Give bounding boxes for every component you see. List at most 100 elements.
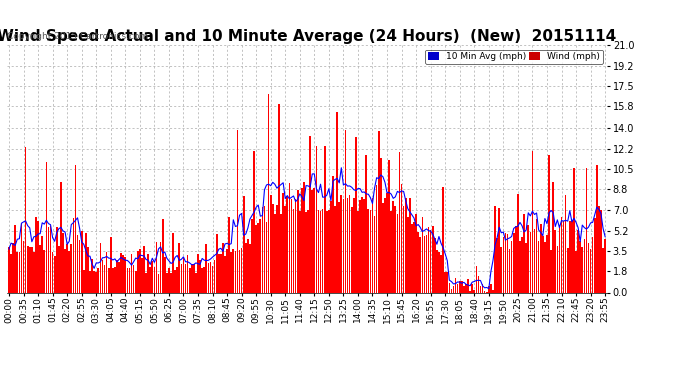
Bar [293,209,295,292]
Bar [48,227,49,292]
Bar [413,222,415,292]
Bar [168,268,170,292]
Bar [268,94,270,292]
Bar [130,254,132,292]
Bar [54,256,55,292]
Bar [438,252,440,292]
Bar [372,198,373,292]
Bar [266,222,268,292]
Bar [201,268,203,292]
Bar [465,284,466,292]
Bar [128,268,130,292]
Bar [442,187,444,292]
Bar [540,224,542,292]
Bar [488,286,490,292]
Bar [484,291,486,292]
Bar [95,272,97,292]
Bar [594,217,595,292]
Bar [91,259,93,292]
Bar [25,147,26,292]
Bar [270,195,272,292]
Bar [322,209,324,292]
Bar [290,199,293,292]
Bar [247,239,248,292]
Bar [52,252,53,292]
Bar [85,233,87,292]
Bar [517,194,519,292]
Bar [264,206,265,292]
Bar [467,279,469,292]
Bar [395,206,396,292]
Bar [228,217,230,292]
Bar [340,195,342,292]
Bar [332,176,334,292]
Bar [132,265,135,292]
Bar [451,289,452,292]
Bar [529,232,531,292]
Bar [301,188,303,292]
Bar [405,198,406,292]
Bar [588,243,589,292]
Bar [72,218,75,292]
Bar [519,241,521,292]
Bar [8,247,10,292]
Bar [218,254,219,292]
Bar [81,231,83,292]
Bar [187,255,188,292]
Bar [531,152,533,292]
Bar [596,165,598,292]
Bar [50,226,51,292]
Bar [175,270,176,292]
Bar [37,220,39,292]
Bar [538,241,540,292]
Bar [195,273,197,292]
Bar [278,104,280,292]
Bar [344,130,346,292]
Bar [148,254,149,292]
Bar [428,226,429,292]
Bar [299,211,301,292]
Bar [108,267,110,292]
Bar [189,268,190,292]
Bar [197,254,199,292]
Bar [376,185,377,292]
Bar [496,238,498,292]
Bar [600,210,602,292]
Bar [135,271,137,292]
Bar [590,249,591,292]
Bar [309,136,311,292]
Bar [29,247,30,292]
Text: Copyright 2015 Cartronics.com: Copyright 2015 Cartronics.com [7,32,148,41]
Bar [118,262,120,292]
Bar [432,226,433,292]
Bar [521,237,523,292]
Bar [97,268,99,292]
Bar [366,156,367,292]
Bar [580,242,581,292]
Bar [461,280,462,292]
Bar [19,252,20,292]
Bar [388,159,390,292]
Bar [93,271,95,292]
Bar [64,249,66,292]
Bar [509,249,511,292]
Bar [364,199,365,292]
Bar [199,260,201,292]
Bar [226,249,228,292]
Bar [420,237,421,292]
Bar [544,242,546,292]
Bar [317,210,319,292]
Bar [453,285,454,292]
Bar [139,249,141,292]
Bar [222,243,224,292]
Bar [382,202,384,292]
Bar [533,230,535,292]
Bar [399,152,400,292]
Bar [494,206,496,292]
Bar [471,284,473,292]
Bar [440,255,442,292]
Bar [480,286,482,292]
Bar [303,182,305,292]
Bar [334,206,336,292]
Bar [498,208,500,292]
